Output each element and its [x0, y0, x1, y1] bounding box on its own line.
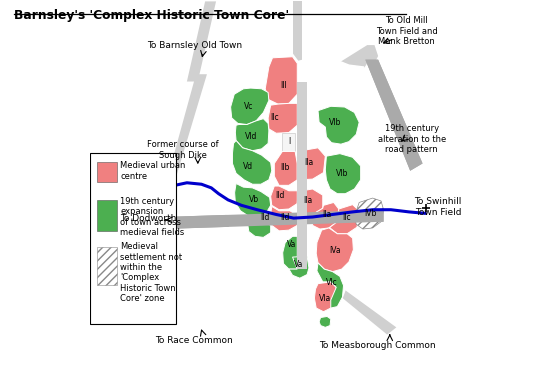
Polygon shape: [234, 184, 271, 217]
Polygon shape: [289, 256, 309, 278]
Text: IId: IId: [275, 190, 284, 200]
Text: To Barnsley Old Town: To Barnsley Old Town: [147, 41, 242, 50]
Polygon shape: [297, 148, 325, 180]
Polygon shape: [365, 60, 422, 171]
Text: VIb: VIb: [329, 118, 341, 127]
Polygon shape: [227, 54, 378, 320]
Text: 19th century
alteration to the
road pattern: 19th century alteration to the road patt…: [378, 124, 446, 154]
Polygon shape: [314, 282, 336, 312]
Polygon shape: [235, 119, 269, 151]
Text: VIb: VIb: [336, 169, 349, 178]
Text: VId: VId: [245, 132, 257, 141]
Text: 19th century
expansion
of town across
medieval fields: 19th century expansion of town across me…: [120, 197, 185, 237]
Text: Barnsley's 'Complex Historic Town Core': Barnsley's 'Complex Historic Town Core': [14, 9, 289, 22]
Text: Vd: Vd: [243, 161, 253, 171]
Text: IIb: IIb: [281, 163, 290, 172]
Polygon shape: [316, 228, 353, 272]
Polygon shape: [283, 236, 297, 269]
Text: IIa: IIa: [304, 196, 313, 206]
Text: IIa: IIa: [304, 158, 313, 167]
Text: IIc: IIc: [270, 113, 278, 122]
Polygon shape: [325, 154, 361, 194]
Text: IVb: IVb: [364, 209, 376, 218]
Text: Medieval urban
centre: Medieval urban centre: [120, 161, 186, 181]
Polygon shape: [231, 88, 269, 124]
Text: IIc: IIc: [342, 212, 350, 222]
Text: VIc: VIc: [326, 278, 337, 287]
Text: IIa: IIa: [322, 210, 331, 219]
Polygon shape: [232, 141, 272, 184]
Polygon shape: [271, 186, 297, 210]
Text: To Dodworth: To Dodworth: [120, 214, 176, 223]
FancyBboxPatch shape: [90, 153, 176, 324]
Text: Medieval
settlement not
within the
'Complex
Historic Town
Core' zone: Medieval settlement not within the 'Comp…: [120, 242, 183, 303]
Text: IVa: IVa: [329, 246, 341, 255]
Polygon shape: [282, 133, 295, 151]
Text: IId: IId: [260, 212, 269, 222]
Polygon shape: [354, 198, 384, 229]
Polygon shape: [271, 207, 297, 231]
Text: VIa: VIa: [319, 294, 331, 303]
Polygon shape: [313, 203, 339, 229]
Text: To Swinhill
Town Field: To Swinhill Town Field: [415, 197, 462, 217]
Text: Former course of
Sough Dike: Former course of Sough Dike: [148, 140, 219, 160]
Text: Va: Va: [287, 240, 296, 249]
Polygon shape: [297, 81, 307, 269]
Polygon shape: [268, 103, 297, 133]
Text: IId: IId: [281, 212, 290, 222]
Text: To Race Common: To Race Common: [155, 336, 233, 345]
Polygon shape: [319, 316, 331, 327]
Polygon shape: [156, 74, 207, 220]
Polygon shape: [365, 60, 422, 171]
Polygon shape: [317, 263, 343, 308]
Bar: [97, 200, 117, 231]
Polygon shape: [329, 205, 359, 234]
Polygon shape: [307, 269, 396, 335]
Text: Vb: Vb: [249, 195, 259, 204]
Polygon shape: [318, 106, 359, 144]
Polygon shape: [274, 152, 297, 185]
Text: III: III: [280, 81, 287, 90]
Polygon shape: [293, 1, 301, 81]
Polygon shape: [298, 45, 378, 81]
Text: To Old Mill
Town Field and
Monk Bretton: To Old Mill Town Field and Monk Bretton: [376, 17, 438, 46]
Polygon shape: [187, 1, 216, 81]
Bar: [97, 247, 117, 286]
Text: To Measborough Common: To Measborough Common: [319, 341, 435, 350]
Polygon shape: [265, 57, 297, 104]
Polygon shape: [248, 218, 271, 237]
Text: I: I: [288, 137, 290, 146]
Polygon shape: [297, 189, 323, 215]
Text: Va: Va: [294, 260, 304, 269]
Text: Vc: Vc: [244, 102, 253, 111]
Bar: [97, 161, 117, 182]
Polygon shape: [164, 210, 384, 229]
Polygon shape: [164, 210, 384, 229]
Polygon shape: [297, 81, 307, 269]
